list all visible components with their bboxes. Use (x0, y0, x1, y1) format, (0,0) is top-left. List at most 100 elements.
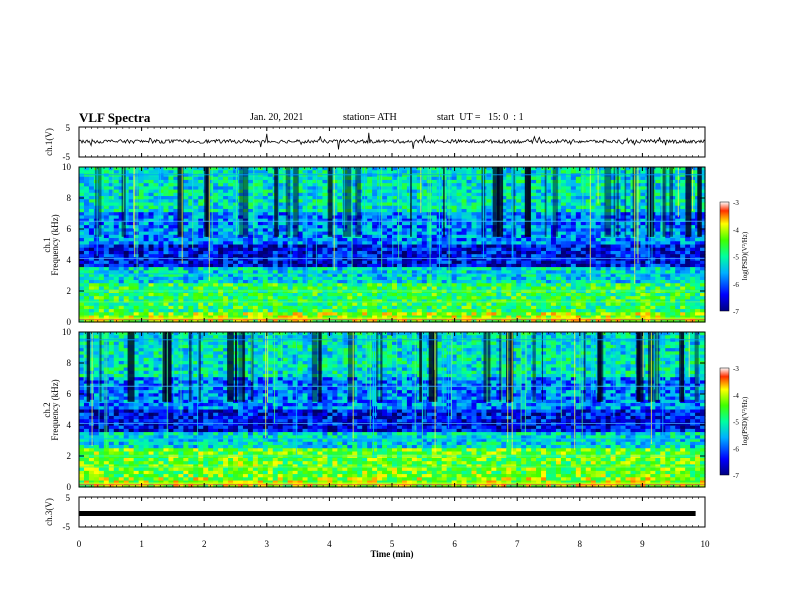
spec-cell (451, 170, 458, 175)
spec-cell (237, 186, 244, 191)
spec-cell (257, 212, 264, 217)
spec-cell (332, 247, 338, 252)
spec-cell (247, 225, 254, 229)
spec-cell (680, 218, 686, 223)
spec-cell (103, 238, 110, 242)
spec-cell (560, 170, 567, 175)
spec-cell (118, 179, 125, 184)
spec-cell (466, 231, 473, 236)
spec-cell (282, 183, 289, 187)
spec-cell (297, 183, 304, 187)
spec-cell (158, 208, 165, 213)
spec-cell (471, 173, 478, 178)
spec-cell (133, 186, 140, 191)
spec-cell (198, 241, 204, 246)
spec-cell (352, 186, 358, 191)
spec-cell (396, 218, 403, 223)
spec-cell (252, 221, 259, 226)
spec-cell (521, 167, 527, 171)
spec-cell (560, 192, 567, 197)
spec-cell (98, 241, 105, 246)
spec-cell (521, 192, 527, 197)
spec-cell (431, 254, 438, 259)
spec-cell (516, 231, 522, 236)
spec-cell (550, 179, 557, 184)
spec-cell (128, 208, 135, 213)
spec-cell (461, 189, 468, 194)
spec-cell (655, 208, 661, 213)
spec-cell (88, 250, 95, 255)
spec-cell (541, 238, 547, 242)
spec-cell (605, 167, 612, 171)
spec-cell (451, 238, 458, 242)
spec-cell (511, 167, 517, 171)
spec-cell (133, 218, 140, 223)
spec-cell (188, 221, 194, 226)
spec-cell (546, 205, 552, 210)
spec-cell (128, 218, 135, 223)
spec-cell (560, 167, 567, 171)
spec-cell (302, 208, 309, 213)
spec-cell (501, 238, 507, 242)
spec-cell (228, 228, 234, 233)
spec-cell (322, 199, 329, 204)
spec-cell (411, 186, 418, 191)
spec-cell (431, 205, 438, 210)
spec-cell (233, 244, 239, 249)
spec-cell (565, 173, 572, 178)
spec-cell (188, 173, 194, 178)
spec-cell (585, 247, 592, 252)
spec-cell (357, 202, 363, 207)
spec-cell (307, 225, 314, 229)
spec-cell (531, 221, 537, 226)
spec-cell (193, 238, 199, 242)
spec-cell (541, 202, 547, 207)
station-label: station= ATH (343, 112, 397, 123)
spec-cell (486, 231, 492, 236)
spec-cell (332, 173, 338, 178)
spec-cell (218, 221, 224, 226)
spec-cell (675, 231, 681, 236)
spec-cell (307, 244, 314, 249)
spec-cell (347, 228, 353, 233)
spec-cell (153, 208, 160, 213)
spec-cell (312, 221, 319, 226)
spec-cell (575, 189, 582, 194)
spec-cell (461, 234, 468, 239)
spec-cell (218, 250, 224, 255)
spec-cell (307, 189, 314, 194)
spec-cell (118, 167, 125, 171)
spec-cell (461, 167, 468, 171)
spec-cell (387, 221, 393, 226)
spec-cell (521, 247, 527, 252)
spec-cell (79, 186, 85, 191)
spec-cell (531, 231, 537, 236)
spec-cell (317, 202, 324, 207)
spec-cell (466, 215, 473, 220)
spec-cell (262, 183, 269, 187)
spec-cell (158, 234, 165, 239)
spec-cell (471, 250, 478, 255)
spec-cell (620, 183, 627, 187)
spec-cell (128, 167, 135, 171)
spec-cell (272, 254, 279, 259)
spec-cell (620, 170, 627, 175)
spec-cell (550, 173, 557, 178)
spec-cell (665, 205, 671, 210)
spec-cell (88, 212, 95, 217)
spec-cell (610, 231, 617, 236)
spec-cell (590, 173, 597, 178)
spec-cell (257, 205, 264, 210)
spec-cell (79, 250, 85, 255)
spec-cell (690, 221, 696, 226)
spec-cell (218, 215, 224, 220)
spec-cell (377, 179, 383, 184)
spec-cell (372, 176, 378, 181)
spec-cell (461, 212, 468, 217)
spec-cell (401, 179, 408, 184)
spec-cell (555, 215, 562, 220)
spec-cell (486, 186, 492, 191)
spec-cell (387, 247, 393, 252)
spec-cell (342, 170, 348, 175)
spec-cell (670, 218, 676, 223)
